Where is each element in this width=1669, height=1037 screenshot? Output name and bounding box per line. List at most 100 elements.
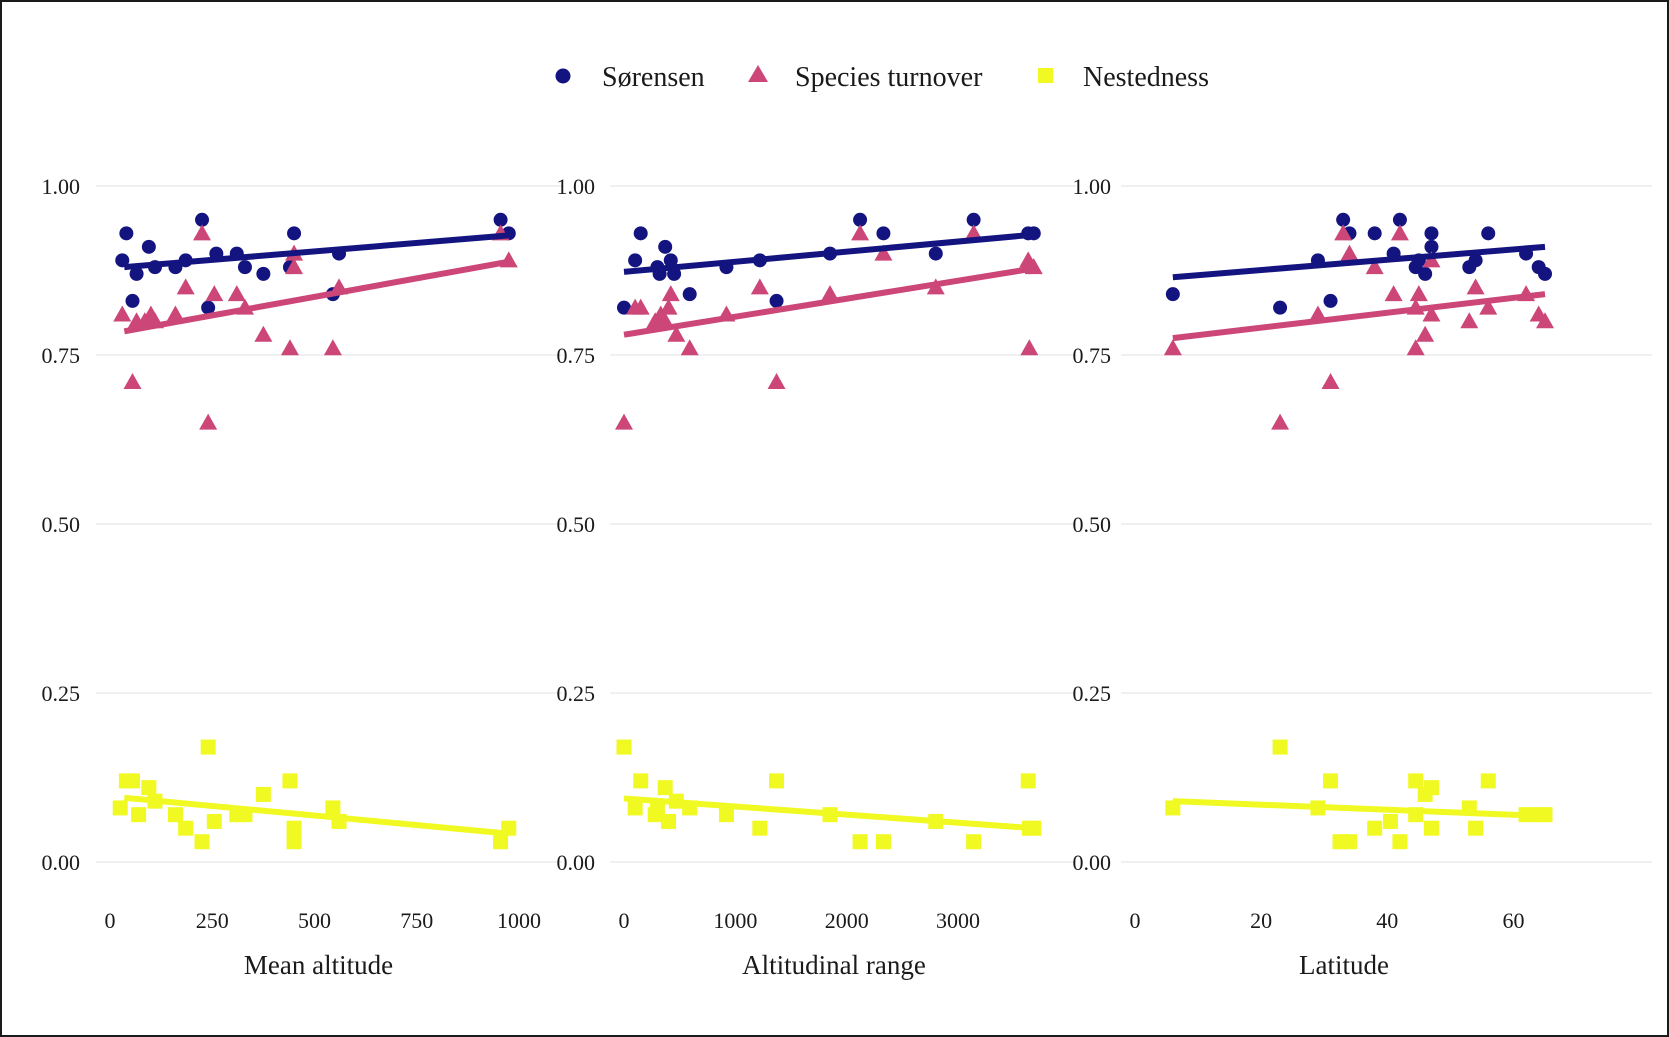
data-point: [718, 807, 734, 823]
y-tick-label: 0.00: [42, 850, 81, 875]
data-point: [1536, 312, 1554, 329]
series-species-turnover: [113, 224, 518, 430]
data-point: [1480, 773, 1496, 789]
data-point: [876, 226, 891, 241]
data-point: [1418, 266, 1433, 281]
data-point: [852, 834, 868, 850]
series-nestedness: [112, 739, 517, 850]
data-point: [750, 278, 769, 295]
data-point: [141, 780, 157, 796]
data-point: [1367, 226, 1382, 241]
data-point: [286, 834, 302, 850]
data-point: [115, 253, 130, 268]
data-point: [201, 300, 216, 315]
data-point: [119, 226, 134, 241]
x-tick-label: 500: [298, 908, 331, 933]
data-point: [1422, 251, 1441, 268]
data-point: [129, 266, 144, 281]
data-point: [661, 813, 677, 829]
data-point: [1424, 239, 1439, 254]
data-point: [1334, 224, 1353, 241]
series-nestedness: [616, 739, 1042, 850]
data-point: [1408, 773, 1424, 789]
data-point: [767, 373, 786, 390]
data-point: [1384, 285, 1403, 302]
data-point: [1165, 287, 1180, 302]
data-point: [124, 773, 140, 789]
y-tick-label: 0.75: [42, 343, 81, 368]
data-point: [287, 226, 302, 241]
data-point: [493, 834, 509, 850]
data-point: [166, 305, 185, 322]
data-point: [659, 298, 678, 315]
data-point: [178, 820, 194, 836]
x-tick-label: 2000: [825, 908, 869, 933]
series-nestedness: [1165, 739, 1553, 850]
y-tick-label: 1.00: [1073, 174, 1112, 199]
data-point: [769, 773, 785, 789]
x-axis-title: Mean altitude: [244, 950, 393, 980]
data-point: [680, 339, 699, 356]
legend-label-sorensen: Sørensen: [602, 62, 705, 93]
x-tick-label: 3000: [936, 908, 980, 933]
data-point: [661, 285, 680, 302]
y-tick-label: 0.00: [557, 850, 596, 875]
data-point: [752, 820, 768, 836]
data-point: [667, 325, 686, 342]
data-point: [493, 212, 508, 227]
data-point: [323, 339, 342, 356]
y-tick-label: 0.75: [557, 343, 596, 368]
trend-line-nestedness: [1172, 798, 1546, 820]
y-tick-label: 0.25: [1073, 681, 1112, 706]
data-point: [176, 278, 195, 295]
data-point: [112, 800, 128, 816]
data-point: [617, 300, 631, 315]
data-point: [280, 339, 299, 356]
data-point: [141, 239, 156, 254]
data-point: [254, 325, 273, 342]
panel-latitude: 0.00 0.25 0.50 0.75 1.00 0 20 40 60 Latitude: [1073, 174, 1652, 980]
data-point: [285, 258, 304, 275]
data-point: [325, 800, 341, 816]
trend-line-species-turnover: [123, 258, 510, 335]
data-point: [1422, 305, 1441, 322]
data-point: [1468, 253, 1483, 268]
series-species-turnover: [1163, 224, 1554, 430]
data-point: [1424, 226, 1439, 241]
data-point: [663, 253, 678, 268]
data-point: [1423, 780, 1439, 796]
trend-line-nestedness: [124, 794, 510, 837]
data-point: [1468, 820, 1484, 836]
data-point: [1365, 258, 1384, 275]
y-tick-label: 0.25: [42, 681, 81, 706]
trend-line-nestedness: [623, 795, 1034, 832]
data-point: [928, 246, 943, 261]
data-point: [1538, 266, 1552, 281]
data-point: [1479, 298, 1498, 315]
panels: 0.00 0.25 0.50 0.75 1.00 0 250 500 750 1000 Mean a…: [42, 174, 1652, 980]
data-point: [821, 285, 839, 302]
x-tick-label: 1000: [713, 908, 757, 933]
trend-line-sorensen: [124, 232, 510, 271]
data-point: [131, 807, 147, 823]
y-tick-label: 0.50: [1073, 512, 1112, 537]
x-axis-title: Latitude: [1299, 950, 1389, 980]
y-tick-label: 1.00: [557, 174, 596, 199]
data-point: [633, 226, 648, 241]
data-point: [1460, 312, 1479, 329]
data-point: [194, 834, 210, 850]
data-point: [633, 773, 649, 789]
data-point: [1392, 834, 1408, 850]
data-point: [227, 285, 246, 302]
data-point: [1466, 278, 1485, 295]
data-point: [286, 820, 302, 836]
x-tick-label: 1000: [497, 908, 541, 933]
data-point: [682, 287, 697, 302]
trend-line-sorensen: [1172, 243, 1546, 281]
legend-label-nestedness: Nestedness: [1083, 62, 1209, 93]
trend-line-sorensen: [623, 231, 1035, 275]
y-tick-label: 0.50: [42, 512, 81, 537]
data-point: [1382, 813, 1398, 829]
data-point: [1481, 226, 1496, 241]
